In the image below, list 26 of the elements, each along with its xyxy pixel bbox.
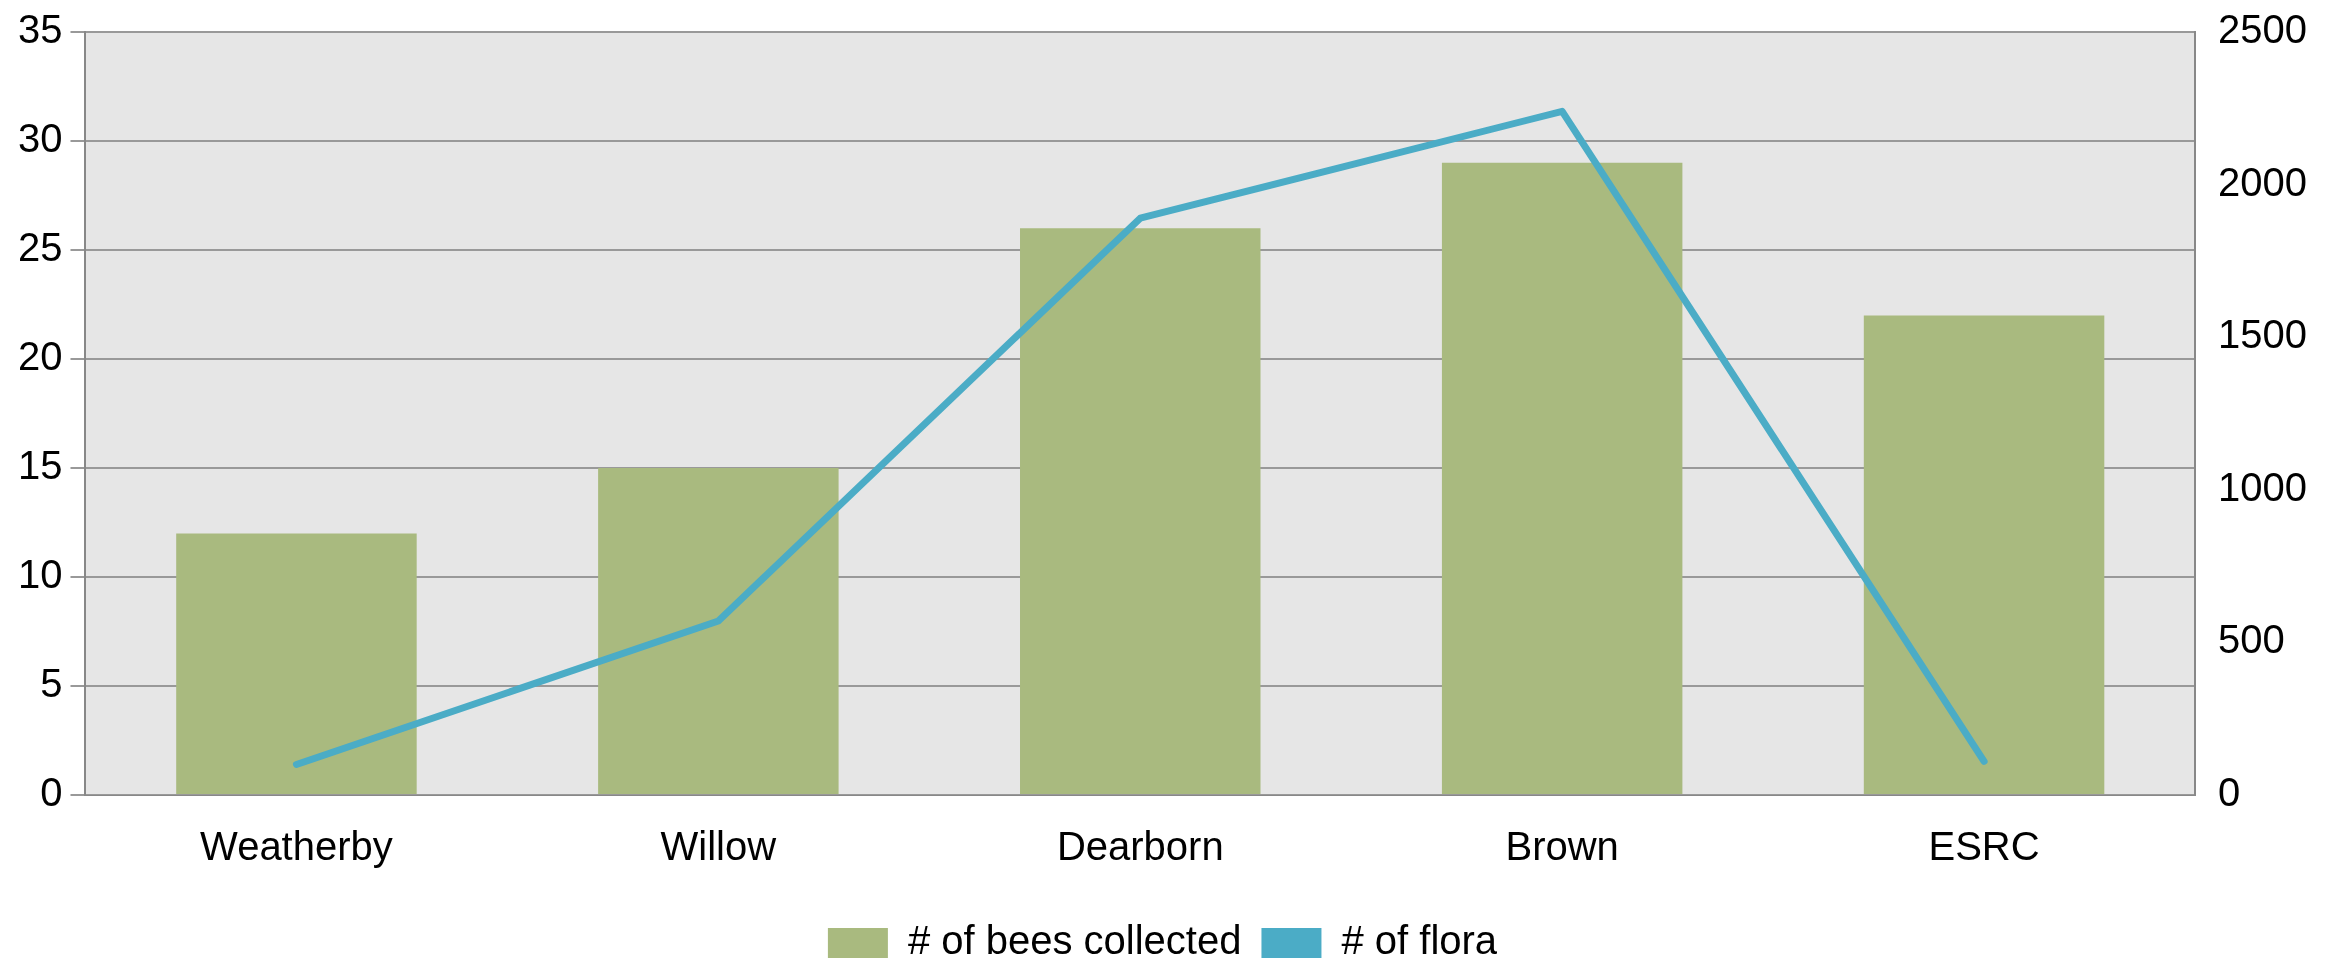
bar [1863,315,2105,794]
legend-label: # of flora [1341,918,1498,963]
x-tick-label: ESRC [1928,824,2040,869]
x-tick-label: Willow [660,824,777,869]
y-tick-label: 20 [17,334,63,379]
legend-label: # of bees collected [907,918,1242,963]
y2-tick-label: 2500 [2218,7,2307,52]
y2-tick-label: 2000 [2218,159,2307,204]
y-tick-label: 25 [17,225,63,270]
bar [1020,228,1261,794]
bar [176,533,417,794]
y-tick-label: 5 [40,661,63,706]
y-tick-label: 0 [40,770,63,815]
y2-tick-label: 1000 [2218,464,2307,509]
y2-tick-label: 1500 [2218,312,2307,357]
y2-tick-label: 500 [2218,617,2285,662]
y2-tick-label: 0 [2218,770,2241,815]
y-tick-label: 30 [17,116,63,161]
x-tick-label: Dearborn [1056,824,1224,869]
y-tick-label: 10 [17,552,63,597]
y-tick-label: 15 [17,443,63,488]
y-tick-label: 35 [17,7,63,52]
bar [1441,162,1683,794]
x-tick-label: Brown [1505,824,1619,869]
bar [598,468,839,794]
x-tick-label: Weatherby [200,824,393,869]
